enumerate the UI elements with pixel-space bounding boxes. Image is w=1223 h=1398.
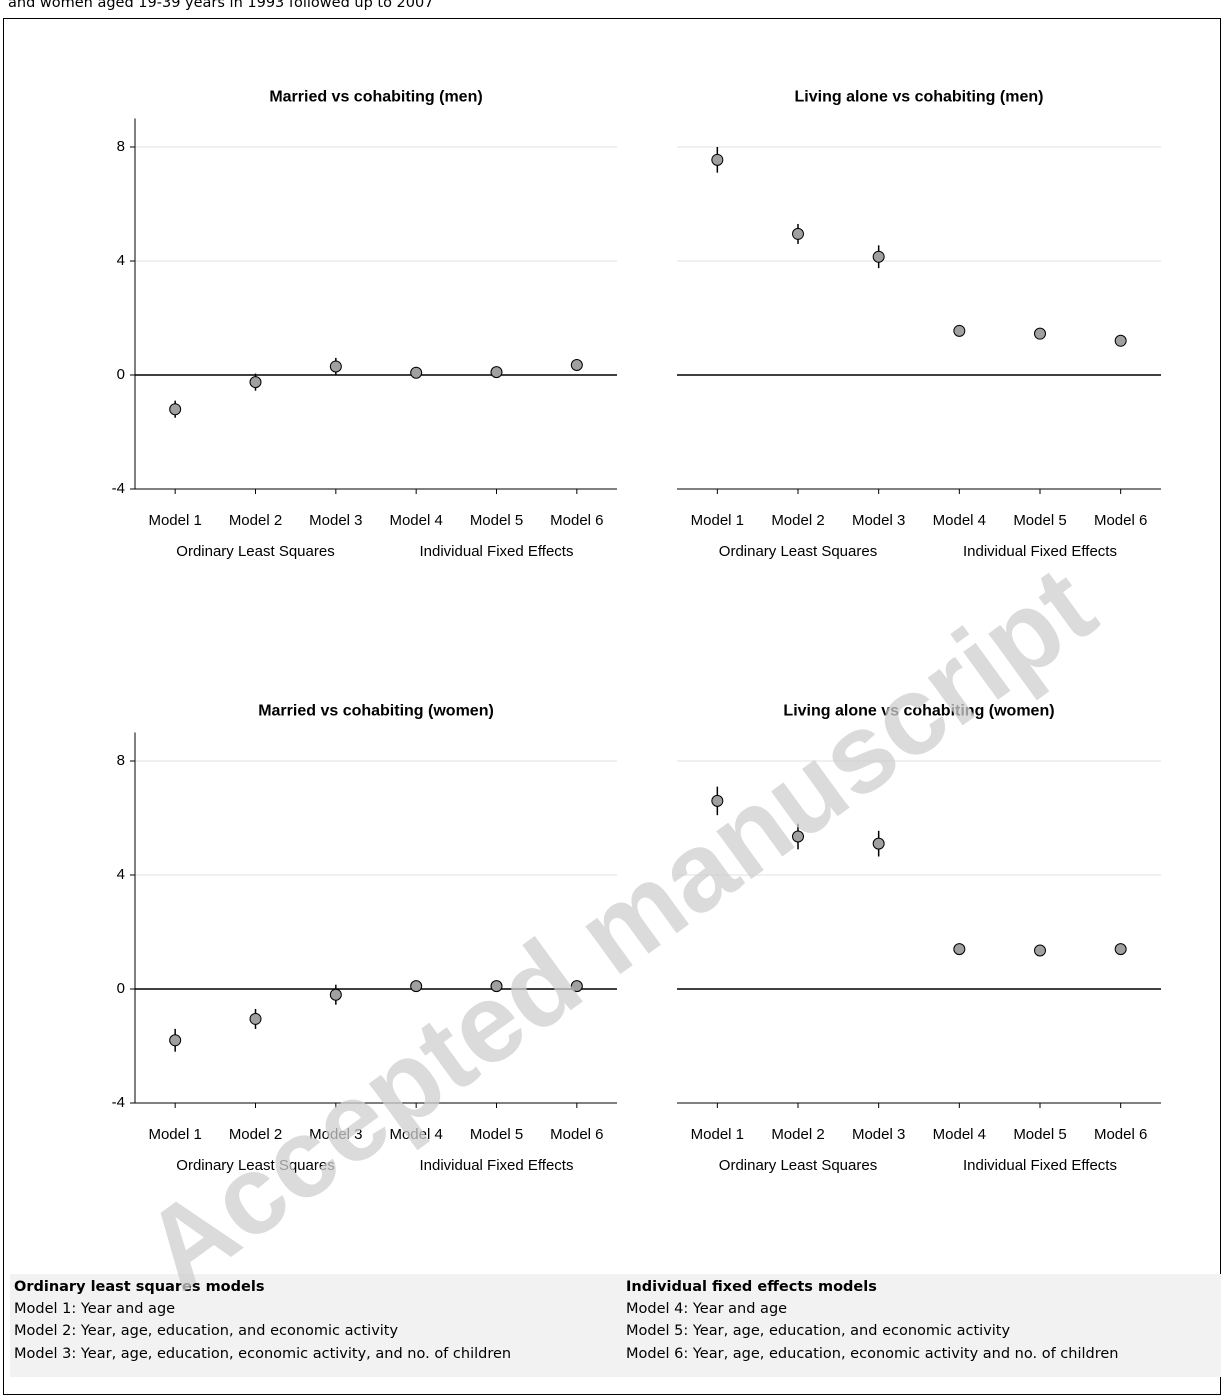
x-tick-label: Model 3	[309, 512, 362, 529]
y-tick-label: -4	[112, 480, 125, 497]
notes-box	[10, 1274, 1221, 1377]
point	[1114, 943, 1127, 956]
group-label: Ordinary Least Squares	[176, 1157, 334, 1174]
point	[1034, 944, 1046, 957]
group-label: Individual Fixed Effects	[963, 1157, 1117, 1174]
group-label: Ordinary Least Squares	[176, 543, 334, 560]
group-label: Individual Fixed Effects	[963, 543, 1117, 560]
point	[792, 830, 804, 843]
point	[1114, 334, 1127, 347]
x-tick-label: Model 4	[933, 1126, 986, 1143]
point	[711, 153, 724, 166]
x-tick-label: Model 6	[550, 1126, 603, 1143]
y-tick-label: -4	[112, 1094, 125, 1111]
point	[953, 943, 966, 956]
x-tick-label: Model 4	[389, 1126, 442, 1143]
x-tick-label: Model 6	[1094, 1126, 1147, 1143]
x-tick-label: Model 6	[550, 512, 603, 529]
panel-title: Living alone vs cohabiting (women)	[783, 703, 1054, 720]
x-tick-label: Model 3	[852, 512, 905, 529]
x-tick-label: Model 2	[771, 1126, 824, 1143]
point	[329, 360, 342, 373]
group-label: Individual Fixed Effects	[420, 543, 574, 560]
y-tick-label: 4	[117, 252, 125, 269]
y-tick-label: 0	[117, 980, 125, 997]
point	[1034, 327, 1046, 340]
x-tick-label: Model 2	[229, 1126, 282, 1143]
notes-line: Model 4: Year and age	[626, 1301, 787, 1317]
point	[792, 227, 804, 240]
caption: and women aged 19-39 years in 1993 follo…	[8, 0, 433, 11]
notes-title: Individual fixed effects models	[626, 1279, 877, 1295]
x-tick-label: Model 5	[1013, 1126, 1066, 1143]
point	[329, 988, 342, 1001]
notes-line: Model 3: Year, age, education, economic …	[14, 1346, 511, 1362]
y-tick-label: 8	[117, 752, 125, 769]
panel-title: Married vs cohabiting (women)	[258, 703, 494, 720]
notes-line: Model 5: Year, age, education, and econo…	[626, 1323, 1010, 1339]
point	[169, 403, 182, 416]
point	[249, 376, 262, 389]
notes-line: Model 2: Year, age, education, and econo…	[14, 1323, 398, 1339]
x-tick-label: Model 5	[470, 1126, 523, 1143]
panel-title: Married vs cohabiting (men)	[269, 89, 482, 106]
group-label: Ordinary Least Squares	[719, 543, 877, 560]
point	[570, 980, 583, 993]
point	[169, 1034, 182, 1047]
watermark: Accepted manuscript	[122, 542, 1117, 1313]
y-tick-label: 0	[117, 366, 125, 383]
point	[490, 980, 503, 993]
group-label: Individual Fixed Effects	[420, 1157, 574, 1174]
point	[570, 359, 583, 372]
x-tick-label: Model 4	[389, 512, 442, 529]
frame	[3, 18, 1221, 1395]
x-tick-label: Model 6	[1094, 512, 1147, 529]
group-label: Ordinary Least Squares	[719, 1157, 877, 1174]
x-tick-label: Model 2	[771, 512, 824, 529]
point	[490, 366, 503, 379]
x-tick-label: Model 1	[148, 1126, 201, 1143]
x-tick-label: Model 5	[470, 512, 523, 529]
notes-line: Model 6: Year, age, education, economic …	[626, 1346, 1118, 1362]
point	[711, 794, 724, 807]
x-tick-label: Model 3	[852, 1126, 905, 1143]
x-tick-label: Model 1	[691, 512, 744, 529]
point	[872, 250, 885, 263]
point	[953, 324, 966, 337]
panel-title: Living alone vs cohabiting (men)	[795, 89, 1044, 106]
point	[410, 980, 423, 993]
x-tick-label: Model 3	[309, 1126, 362, 1143]
x-tick-label: Model 2	[229, 512, 282, 529]
y-tick-label: 4	[117, 866, 125, 883]
notes-line: Model 1: Year and age	[14, 1301, 175, 1317]
x-tick-label: Model 5	[1013, 512, 1066, 529]
point	[249, 1012, 262, 1025]
point	[410, 366, 423, 379]
x-tick-label: Model 1	[148, 512, 201, 529]
x-tick-label: Model 4	[933, 512, 986, 529]
x-tick-label: Model 1	[691, 1126, 744, 1143]
point	[872, 837, 885, 850]
y-tick-label: 8	[117, 138, 125, 155]
notes-title: Ordinary least squares models	[14, 1279, 264, 1295]
